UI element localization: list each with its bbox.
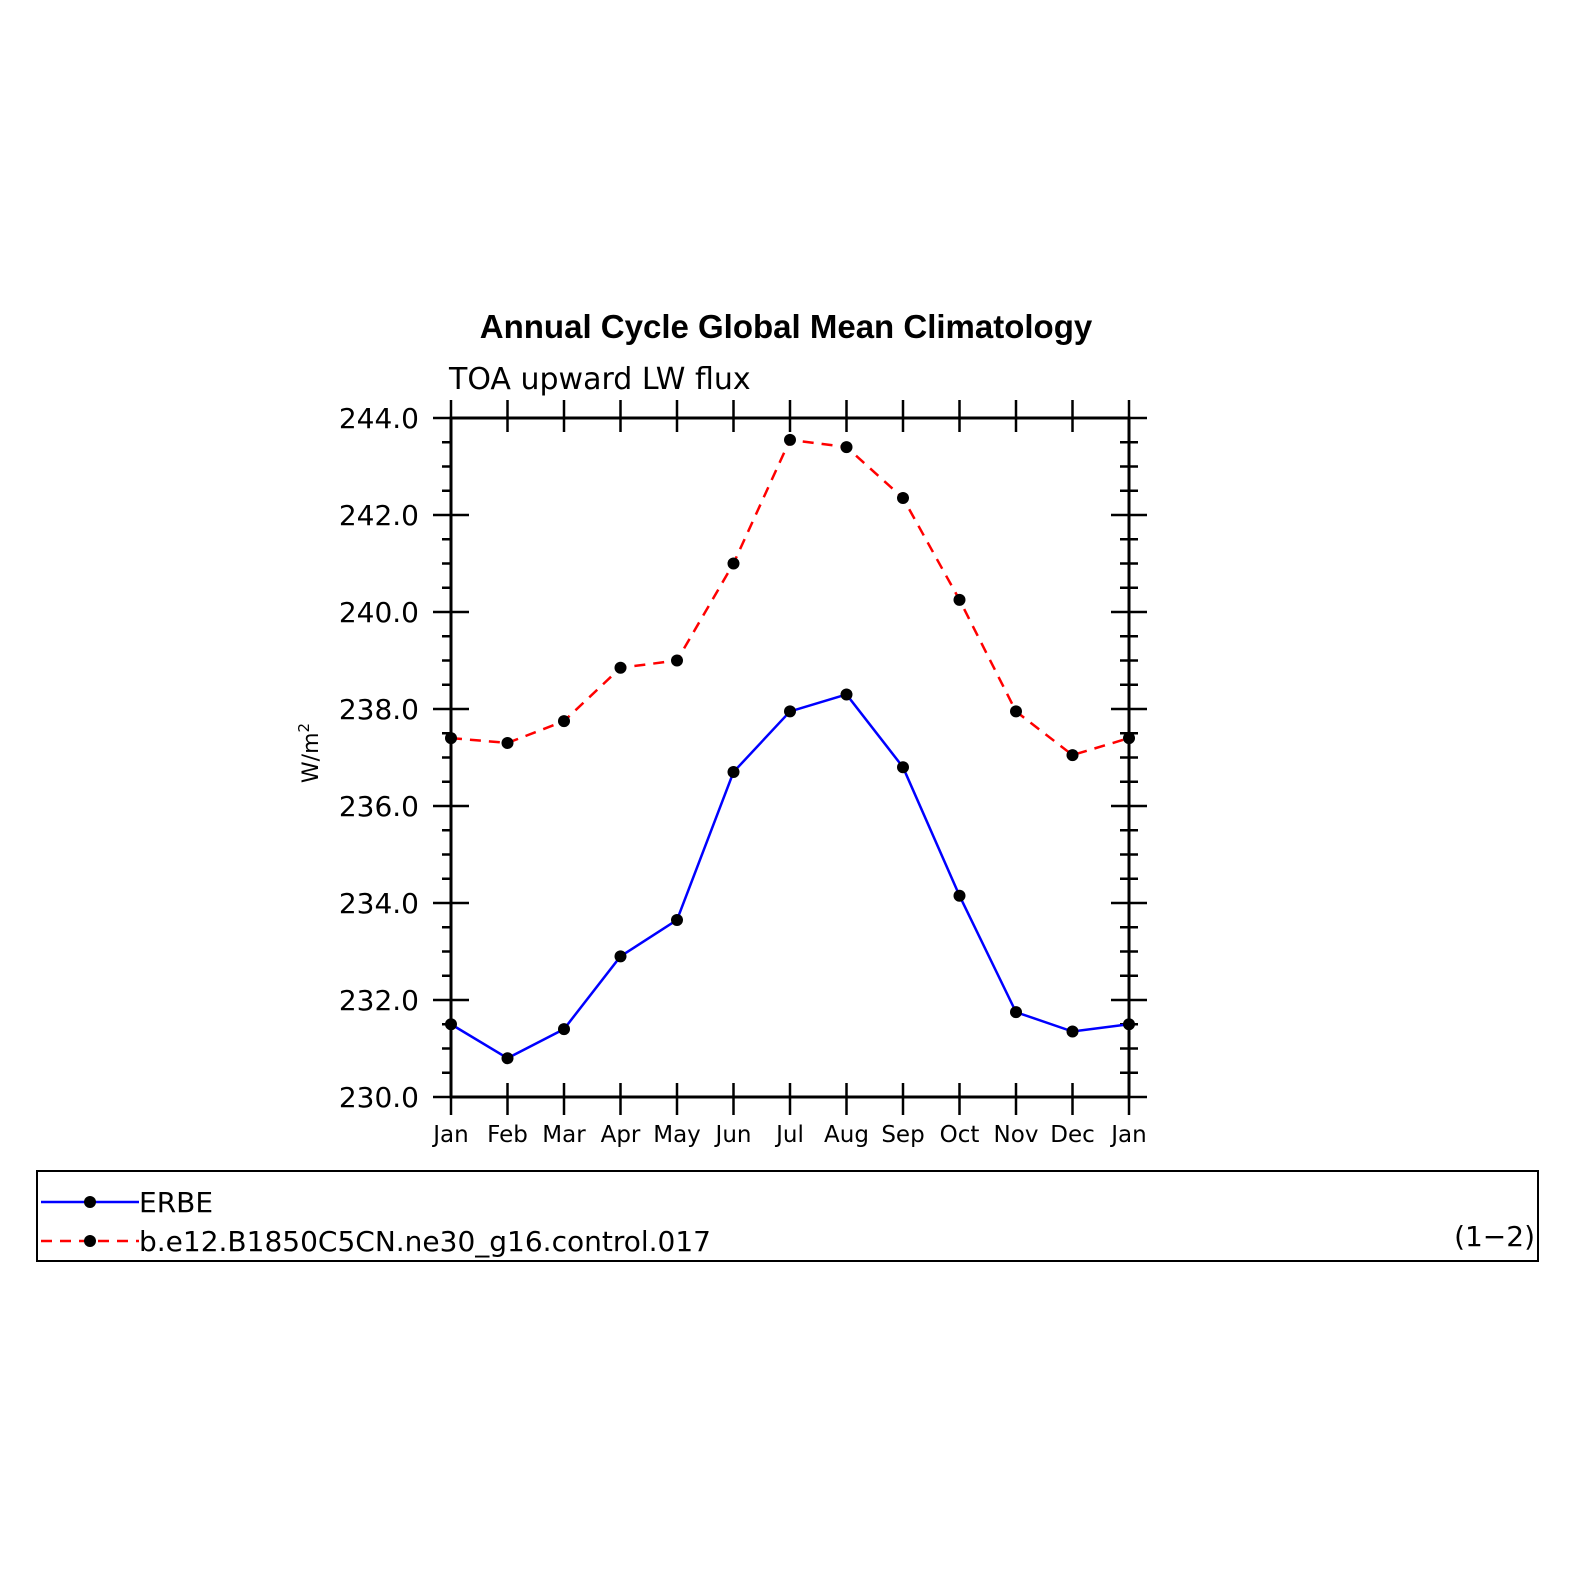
series-1-point — [1123, 1018, 1135, 1031]
panel-label: (1−2) — [1454, 1220, 1535, 1253]
x-tick-label: Oct — [940, 1122, 980, 1148]
series-1-point — [840, 688, 853, 701]
x-tick-label: Jun — [714, 1122, 752, 1148]
x-tick-label: Jan — [1109, 1122, 1146, 1148]
legend-box — [36, 1170, 1539, 1262]
series-1-point — [614, 950, 627, 963]
x-tick-label: Dec — [1050, 1122, 1095, 1148]
series-2-point — [1010, 705, 1022, 718]
series-1-point — [1066, 1025, 1079, 1038]
series-1-point — [671, 913, 683, 926]
x-tick-label: Jan — [431, 1122, 468, 1148]
series-2-point — [671, 654, 683, 667]
x-tick-label: Apr — [601, 1122, 641, 1148]
series-1-point — [558, 1023, 570, 1036]
y-axis-label-superscript: 2 — [295, 723, 313, 733]
series-1-point — [445, 1018, 457, 1031]
series-2-point — [1123, 732, 1135, 745]
series-2-point — [784, 433, 796, 446]
series-2-point — [897, 492, 909, 505]
series-1-point — [953, 889, 966, 902]
series-2-point — [558, 715, 570, 728]
plot-frame — [449, 416, 1131, 1099]
series-2-point — [727, 557, 740, 570]
y-tick-label: 234.0 — [339, 887, 419, 920]
series-2-point — [501, 736, 514, 749]
y-tick-label: 232.0 — [339, 984, 419, 1017]
series-1-point — [784, 705, 796, 718]
legend-marker-2 — [84, 1235, 96, 1247]
series-2-point — [445, 732, 457, 745]
series-1-point — [501, 1052, 514, 1065]
y-tick-label: 238.0 — [339, 693, 419, 726]
y-tick-label: 244.0 — [339, 402, 419, 435]
y-tick-label: 230.0 — [339, 1081, 419, 1114]
x-tick-label: Mar — [542, 1122, 586, 1148]
series-line-1 — [450, 693, 1130, 1060]
legend-marker-1 — [84, 1196, 96, 1208]
svg-text:W/m2: W/m2 — [295, 723, 324, 783]
chart-title: Annual Cycle Global Mean Climatology — [480, 308, 1093, 345]
series-1-point — [1010, 1006, 1022, 1019]
x-tick-label: Feb — [487, 1122, 528, 1148]
x-tick-label: Nov — [994, 1122, 1039, 1148]
series-1-point — [897, 761, 909, 774]
series-2-point — [840, 441, 853, 454]
x-tick-label: Sep — [881, 1122, 924, 1148]
x-tick-label: Aug — [824, 1122, 869, 1148]
y-tick-label: 240.0 — [339, 596, 419, 629]
y-tick-label: 236.0 — [339, 790, 419, 823]
x-tick-label: May — [653, 1122, 701, 1148]
series-2-point — [614, 661, 627, 674]
legend-label-2: b.e12.B1850C5CN.ne30_g16.control.017 — [139, 1225, 711, 1258]
chart-subtitle: TOA upward LW flux — [448, 362, 751, 397]
y-axis-label: W/m2 — [295, 723, 324, 783]
x-tick-label: Jul — [774, 1122, 804, 1148]
series-2-point — [953, 593, 966, 606]
series-2-point — [1066, 749, 1079, 762]
series-1-point — [727, 766, 740, 779]
legend-label-1: ERBE — [139, 1186, 213, 1219]
y-axis-label-text: W/m — [299, 732, 324, 783]
y-tick-label: 242.0 — [339, 499, 419, 532]
